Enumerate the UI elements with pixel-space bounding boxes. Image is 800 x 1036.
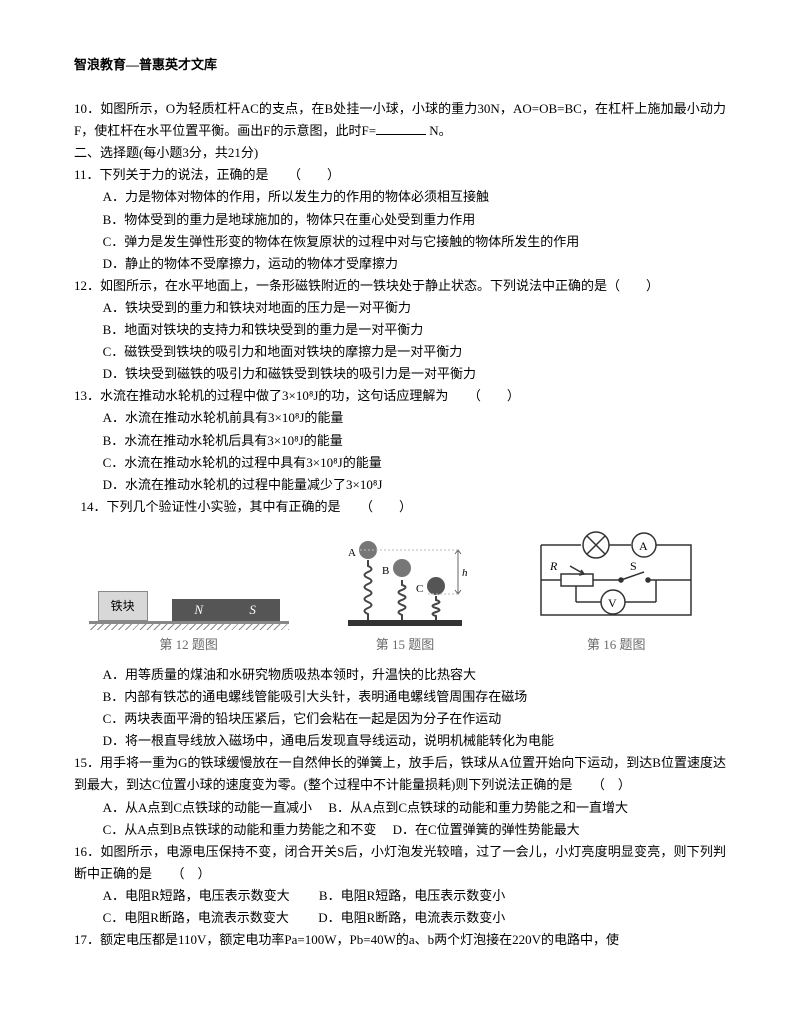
q11-opt-a: A．力是物体对物体的作用，所以发生力的作用的物体必须相互接触 <box>74 186 726 208</box>
svg-text:h: h <box>462 567 468 579</box>
ammeter-label: A <box>639 539 648 553</box>
fig16-caption: 第 16 题图 <box>521 634 711 656</box>
bar-magnet: N S <box>172 599 280 621</box>
q12-stem: 12．如图所示，在水平地面上，一条形磁铁附近的一铁块处于静止状态。下列说法中正确… <box>74 275 726 297</box>
q16-opt-c: C．电阻R断路，电流表示数变大 <box>103 910 289 925</box>
question-10: 10．如图所示，O为轻质杠杆AC的支点，在B处挂一小球，小球的重力30N，AO=… <box>74 98 726 142</box>
q14-stem: 14．下列几个验证性小实验，其中有正确的是 （ ） <box>74 496 726 518</box>
q13-opt-c: C．水流在推动水轮机的过程中具有3×10⁸J的能量 <box>74 452 726 474</box>
springs-svg: A B C h <box>340 530 470 630</box>
magnet-n: N <box>172 599 226 621</box>
q12-opt-b: B．地面对铁块的支持力和铁块受到的重力是一对平衡力 <box>74 319 726 341</box>
circuit-svg: A R S V <box>526 530 706 630</box>
q12-opt-d: D．铁块受到磁铁的吸引力和磁铁受到铁块的吸引力是一对平衡力 <box>74 363 726 385</box>
section-2-heading: 二、选择题(每小题3分，共21分) <box>74 142 726 164</box>
q10-blank <box>376 121 426 135</box>
ground-hatch <box>89 624 289 630</box>
svg-text:B: B <box>382 565 389 577</box>
q14-opt-d: D．将一根直导线放入磁场中，通电后发现直导线运动，说明机械能转化为电能 <box>74 730 726 752</box>
q13-opt-a: A．水流在推动水轮机前具有3×10⁸J的能量 <box>74 407 726 429</box>
q13-stem: 13．水流在推动水轮机的过程中做了3×10⁸J的功，这句话应理解为 （ ） <box>74 385 726 407</box>
fig15-caption: 第 15 题图 <box>330 634 480 656</box>
q10-text-b: N。 <box>426 123 452 138</box>
q16-opt-a: A．电阻R短路，电压表示数变大 <box>103 888 290 903</box>
q11-opt-d: D．静止的物体不受摩擦力，运动的物体才受摩擦力 <box>74 253 726 275</box>
q11-stem: 11．下列关于力的说法，正确的是 （ ） <box>74 164 726 186</box>
q12-opt-a: A．铁块受到的重力和铁块对地面的压力是一对平衡力 <box>74 297 726 319</box>
q15-opt-b: B．从A点到C点铁球的动能和重力势能之和一直增大 <box>328 800 628 815</box>
svg-text:C: C <box>416 583 423 595</box>
figure-row: 铁块 N S 第 12 题图 A <box>74 530 726 656</box>
q11-opt-b: B．物体受到的重力是地球施加的，物体只在重心处受到重力作用 <box>74 209 726 231</box>
fig12-caption: 第 12 题图 <box>89 634 289 656</box>
figure-16: A R S V 第 16 题图 <box>521 530 711 656</box>
q11-opt-c: C．弹力是发生弹性形变的物体在恢复原状的过程中对与它接触的物体所发生的作用 <box>74 231 726 253</box>
q15-opt-c: C．从A点到B点铁球的动能和重力势能之和不变 <box>103 822 377 837</box>
resistor-label: R <box>549 559 558 573</box>
q15-opt-a: A．从A点到C点铁球的动能一直减小 <box>103 800 312 815</box>
q16-stem: 16．如图所示，电源电压保持不变，闭合开关S后，小灯泡发光较暗，过了一会儿，小灯… <box>74 841 726 885</box>
q14-opt-a: A．用等质量的煤油和水研究物质吸热本领时，升温快的比热容大 <box>74 664 726 686</box>
q14-opt-c: C．两块表面平滑的铅块压紧后，它们会粘在一起是因为分子在作运动 <box>74 708 726 730</box>
q16-opts-cd: C．电阻R断路，电流表示数变大 D．电阻R断路，电流表示数变小 <box>74 907 726 929</box>
switch-label: S <box>630 559 637 573</box>
q13-opt-b: B．水流在推动水轮机后具有3×10⁸J的能量 <box>74 430 726 452</box>
q13-opt-d: D．水流在推动水轮机的过程中能量减少了3×10⁸J <box>74 474 726 496</box>
q15-opts-ab: A．从A点到C点铁球的动能一直减小 B．从A点到C点铁球的动能和重力势能之和一直… <box>74 797 726 819</box>
magnet-s: S <box>226 599 280 621</box>
q14-opt-b: B．内部有铁芯的通电螺线管能吸引大头针，表明通电螺线管周围存在磁场 <box>74 686 726 708</box>
q15-opt-d: D．在C位置弹簧的弹性势能最大 <box>393 822 580 837</box>
page-header: 智浪教育—普惠英才文库 <box>74 54 726 76</box>
q16-opt-d: D．电阻R断路，电流表示数变小 <box>318 910 505 925</box>
svg-text:A: A <box>348 547 356 559</box>
voltmeter-label: V <box>608 596 617 610</box>
q15-opts-cd: C．从A点到B点铁球的动能和重力势能之和不变 D．在C位置弹簧的弹性势能最大 <box>74 819 726 841</box>
figure-12: 铁块 N S 第 12 题图 <box>89 591 289 656</box>
document-page: 智浪教育—普惠英才文库 10．如图所示，O为轻质杠杆AC的支点，在B处挂一小球，… <box>0 0 800 1036</box>
q15-stem: 15．用手将一重为G的铁球缓慢放在一自然伸长的弹簧上，放手后，铁球从A位置开始向… <box>74 752 726 796</box>
iron-block: 铁块 <box>98 591 148 621</box>
q12-opt-c: C．磁铁受到铁块的吸引力和地面对铁块的摩擦力是一对平衡力 <box>74 341 726 363</box>
q17-stem: 17．额定电压都是110V，额定电功率Pa=100W，Pb=40W的a、b两个灯… <box>74 929 726 951</box>
figure-15: A B C h 第 15 题图 <box>330 530 480 656</box>
q16-opt-b: B．电阻R短路，电压表示数变小 <box>319 888 505 903</box>
q16-opts-ab: A．电阻R短路，电压表示数变大 B．电阻R短路，电压表示数变小 <box>74 885 726 907</box>
